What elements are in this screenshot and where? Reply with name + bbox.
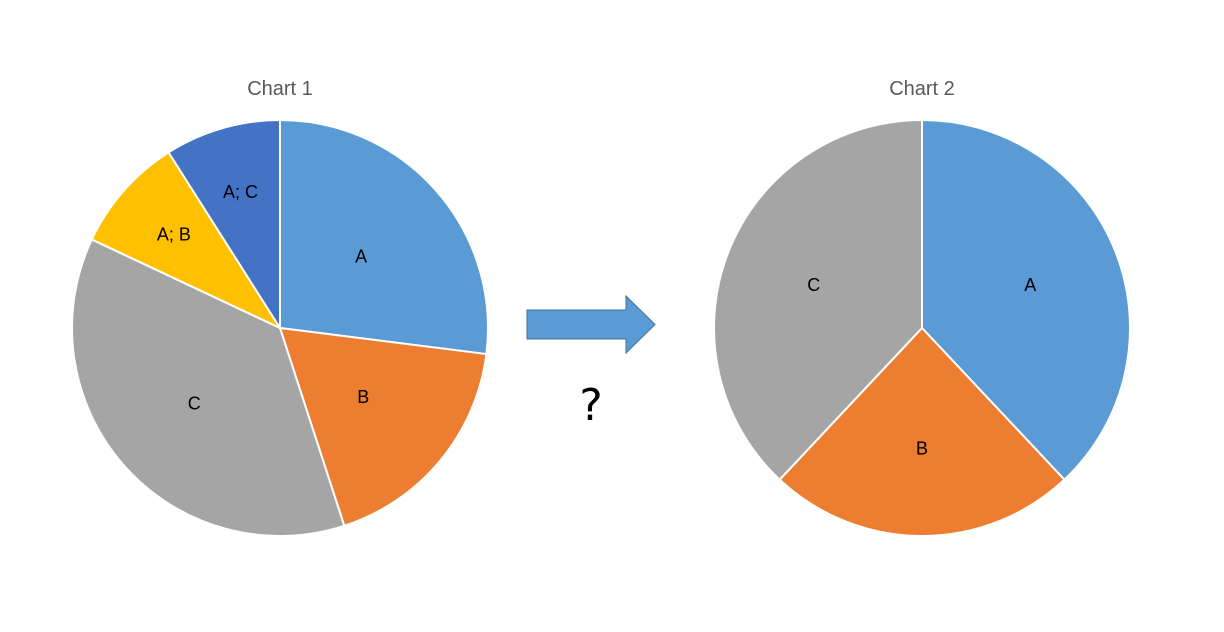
chart-1-label-a-c: A; C	[223, 182, 258, 202]
chart-1-slice-c	[71, 238, 346, 537]
chart-2-label-b: B	[916, 439, 928, 459]
chart-2-label-c: C	[807, 275, 820, 295]
chart-2-label-a: A	[1024, 275, 1036, 295]
chart-2-slices	[713, 119, 1131, 537]
chart-1-labels: A B C A; B A; C	[157, 182, 369, 414]
chart-1-slices	[71, 119, 489, 537]
chart-1-label-a-b: A; B	[157, 225, 191, 245]
chart-1-slice-b	[279, 327, 488, 527]
chart-2-slice-b	[778, 327, 1066, 537]
right-arrow-icon	[526, 294, 656, 355]
chart-1-slice-a	[279, 119, 489, 356]
chart-1-label-c: C	[188, 394, 201, 414]
transition-group: ?	[526, 294, 656, 431]
pie-chart-1: Chart 1 A B C A; B A; C	[71, 78, 489, 537]
pie-chart-2: Chart 2 A B C	[713, 78, 1131, 537]
chart-2-slice-a	[921, 119, 1131, 481]
chart-2-slice-c	[713, 119, 923, 481]
chart-2-title: Chart 2	[889, 78, 955, 100]
chart-1-label-a: A	[355, 247, 367, 267]
chart-1-slice-a-b	[90, 151, 281, 329]
chart-2-labels: A B C	[807, 275, 1036, 459]
question-mark: ?	[579, 380, 602, 431]
chart-1-label-b: B	[357, 387, 369, 407]
chart-1-slice-a-c	[167, 119, 281, 329]
chart-1-title: Chart 1	[247, 78, 313, 100]
